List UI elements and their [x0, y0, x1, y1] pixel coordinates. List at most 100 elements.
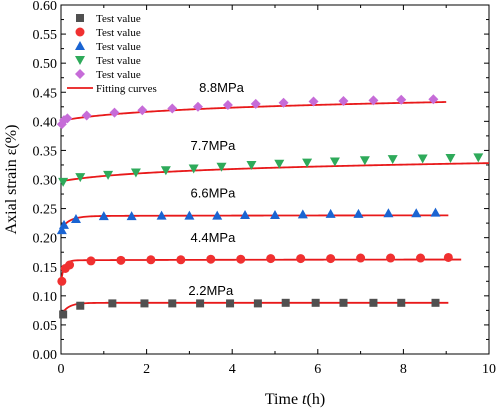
legend: Test value Test value Test value Test value…	[67, 13, 157, 95]
data-point	[326, 254, 336, 264]
data-point	[156, 210, 167, 220]
data-point	[76, 301, 85, 310]
data-point	[274, 159, 285, 169]
y-tick-label: 0.35	[33, 144, 58, 159]
data-point	[86, 256, 96, 266]
data-point	[126, 211, 137, 221]
data-point	[212, 210, 223, 220]
x-axis-title: Time t(h)	[265, 391, 325, 408]
legend-label: Test value	[96, 41, 141, 53]
data-point	[339, 298, 348, 307]
data-point	[338, 95, 349, 106]
y-tick-label: 0.40	[33, 115, 58, 130]
data-point	[253, 299, 262, 308]
stress-label: 4.4MPa	[191, 230, 237, 245]
data-point	[356, 253, 366, 263]
data-point	[431, 298, 440, 307]
data-point	[58, 219, 69, 229]
fit-curve-7.7MPa	[60, 162, 490, 183]
data-point	[176, 255, 186, 265]
data-point	[98, 211, 109, 221]
legend-marker	[75, 41, 85, 50]
data-point	[411, 208, 422, 218]
data-point	[58, 177, 69, 187]
data-point	[57, 276, 67, 286]
data-point	[308, 96, 319, 107]
data-point	[473, 153, 484, 163]
data-point	[192, 101, 203, 112]
x-tick-label: 4	[229, 362, 236, 377]
data-point	[416, 253, 426, 263]
stress-annotations: 2.2MPa 4.4MPa 6.6MPa 7.7MPa 8.8MPa	[188, 80, 244, 298]
data-point	[443, 252, 453, 262]
data-point	[396, 94, 407, 105]
data-point	[222, 100, 233, 111]
series-8.8MPa	[56, 94, 439, 130]
x-tick-label: 10	[482, 362, 496, 377]
y-tick-label: 0.15	[33, 261, 58, 276]
data-point	[81, 110, 92, 121]
y-tick-label: 0.30	[33, 174, 58, 189]
data-point	[297, 209, 308, 219]
data-point	[137, 105, 148, 116]
data-point	[383, 208, 394, 218]
y-tick-label: 0.55	[33, 28, 58, 43]
fit-curve-8.8MPa	[60, 101, 447, 122]
data-point	[116, 255, 126, 265]
data-point	[216, 162, 227, 172]
data-point	[75, 173, 86, 183]
legend-marker	[75, 69, 85, 79]
data-point	[108, 299, 117, 308]
data-point	[140, 299, 149, 308]
data-point	[62, 113, 73, 124]
data-point	[196, 299, 205, 308]
data-point	[397, 298, 406, 307]
data-point	[387, 155, 398, 165]
data-point	[240, 209, 251, 219]
axes: 0.00 0.05 0.10 0.15 0.20 0.25 0.30 0.35 0.40 0.45…	[3, 0, 496, 408]
x-tick-label: 2	[143, 362, 150, 377]
data-point	[56, 225, 67, 235]
y-axis-title: Axial strain ε(%)	[3, 125, 20, 235]
data-point	[184, 210, 195, 220]
legend-label: Test value	[96, 27, 141, 39]
y-tick-label: 0.50	[33, 57, 58, 72]
data-point	[206, 254, 216, 264]
legend-marker	[76, 14, 84, 22]
legend-label: Test value	[96, 13, 141, 25]
data-point	[417, 154, 428, 164]
stress-label: 8.8MPa	[199, 80, 245, 95]
y-tick-label: 0.00	[33, 348, 58, 363]
series-4.4MPa	[57, 252, 453, 286]
data-point	[270, 209, 280, 219]
data-point	[236, 254, 246, 264]
legend-fit-label: Fitting curves	[96, 83, 157, 95]
y-tick-label: 0.05	[33, 319, 58, 334]
x-tick-label: 0	[58, 362, 65, 377]
data-point	[329, 157, 340, 167]
y-tick-label: 0.45	[33, 86, 58, 101]
data-point	[188, 164, 199, 174]
legend-marker	[75, 27, 85, 37]
data-point	[58, 115, 69, 126]
data-point	[445, 153, 456, 163]
legend-marker	[75, 56, 85, 65]
data-point	[386, 253, 396, 263]
legend-label: Test value	[96, 69, 141, 81]
data-point	[302, 158, 313, 168]
x-tick-label: 6	[314, 362, 321, 377]
data-point	[65, 260, 75, 270]
legend-label: Test value	[96, 55, 141, 67]
data-point	[369, 298, 378, 307]
data-point	[266, 254, 276, 264]
fitting-curves	[60, 101, 490, 316]
data-point	[296, 254, 306, 264]
data-point	[325, 208, 336, 218]
data-point	[281, 298, 290, 307]
data-point	[109, 107, 120, 118]
y-tick-label: 0.25	[33, 203, 58, 218]
stress-label: 2.2MPa	[188, 283, 234, 298]
data-point	[168, 299, 177, 308]
data-point	[353, 208, 364, 218]
